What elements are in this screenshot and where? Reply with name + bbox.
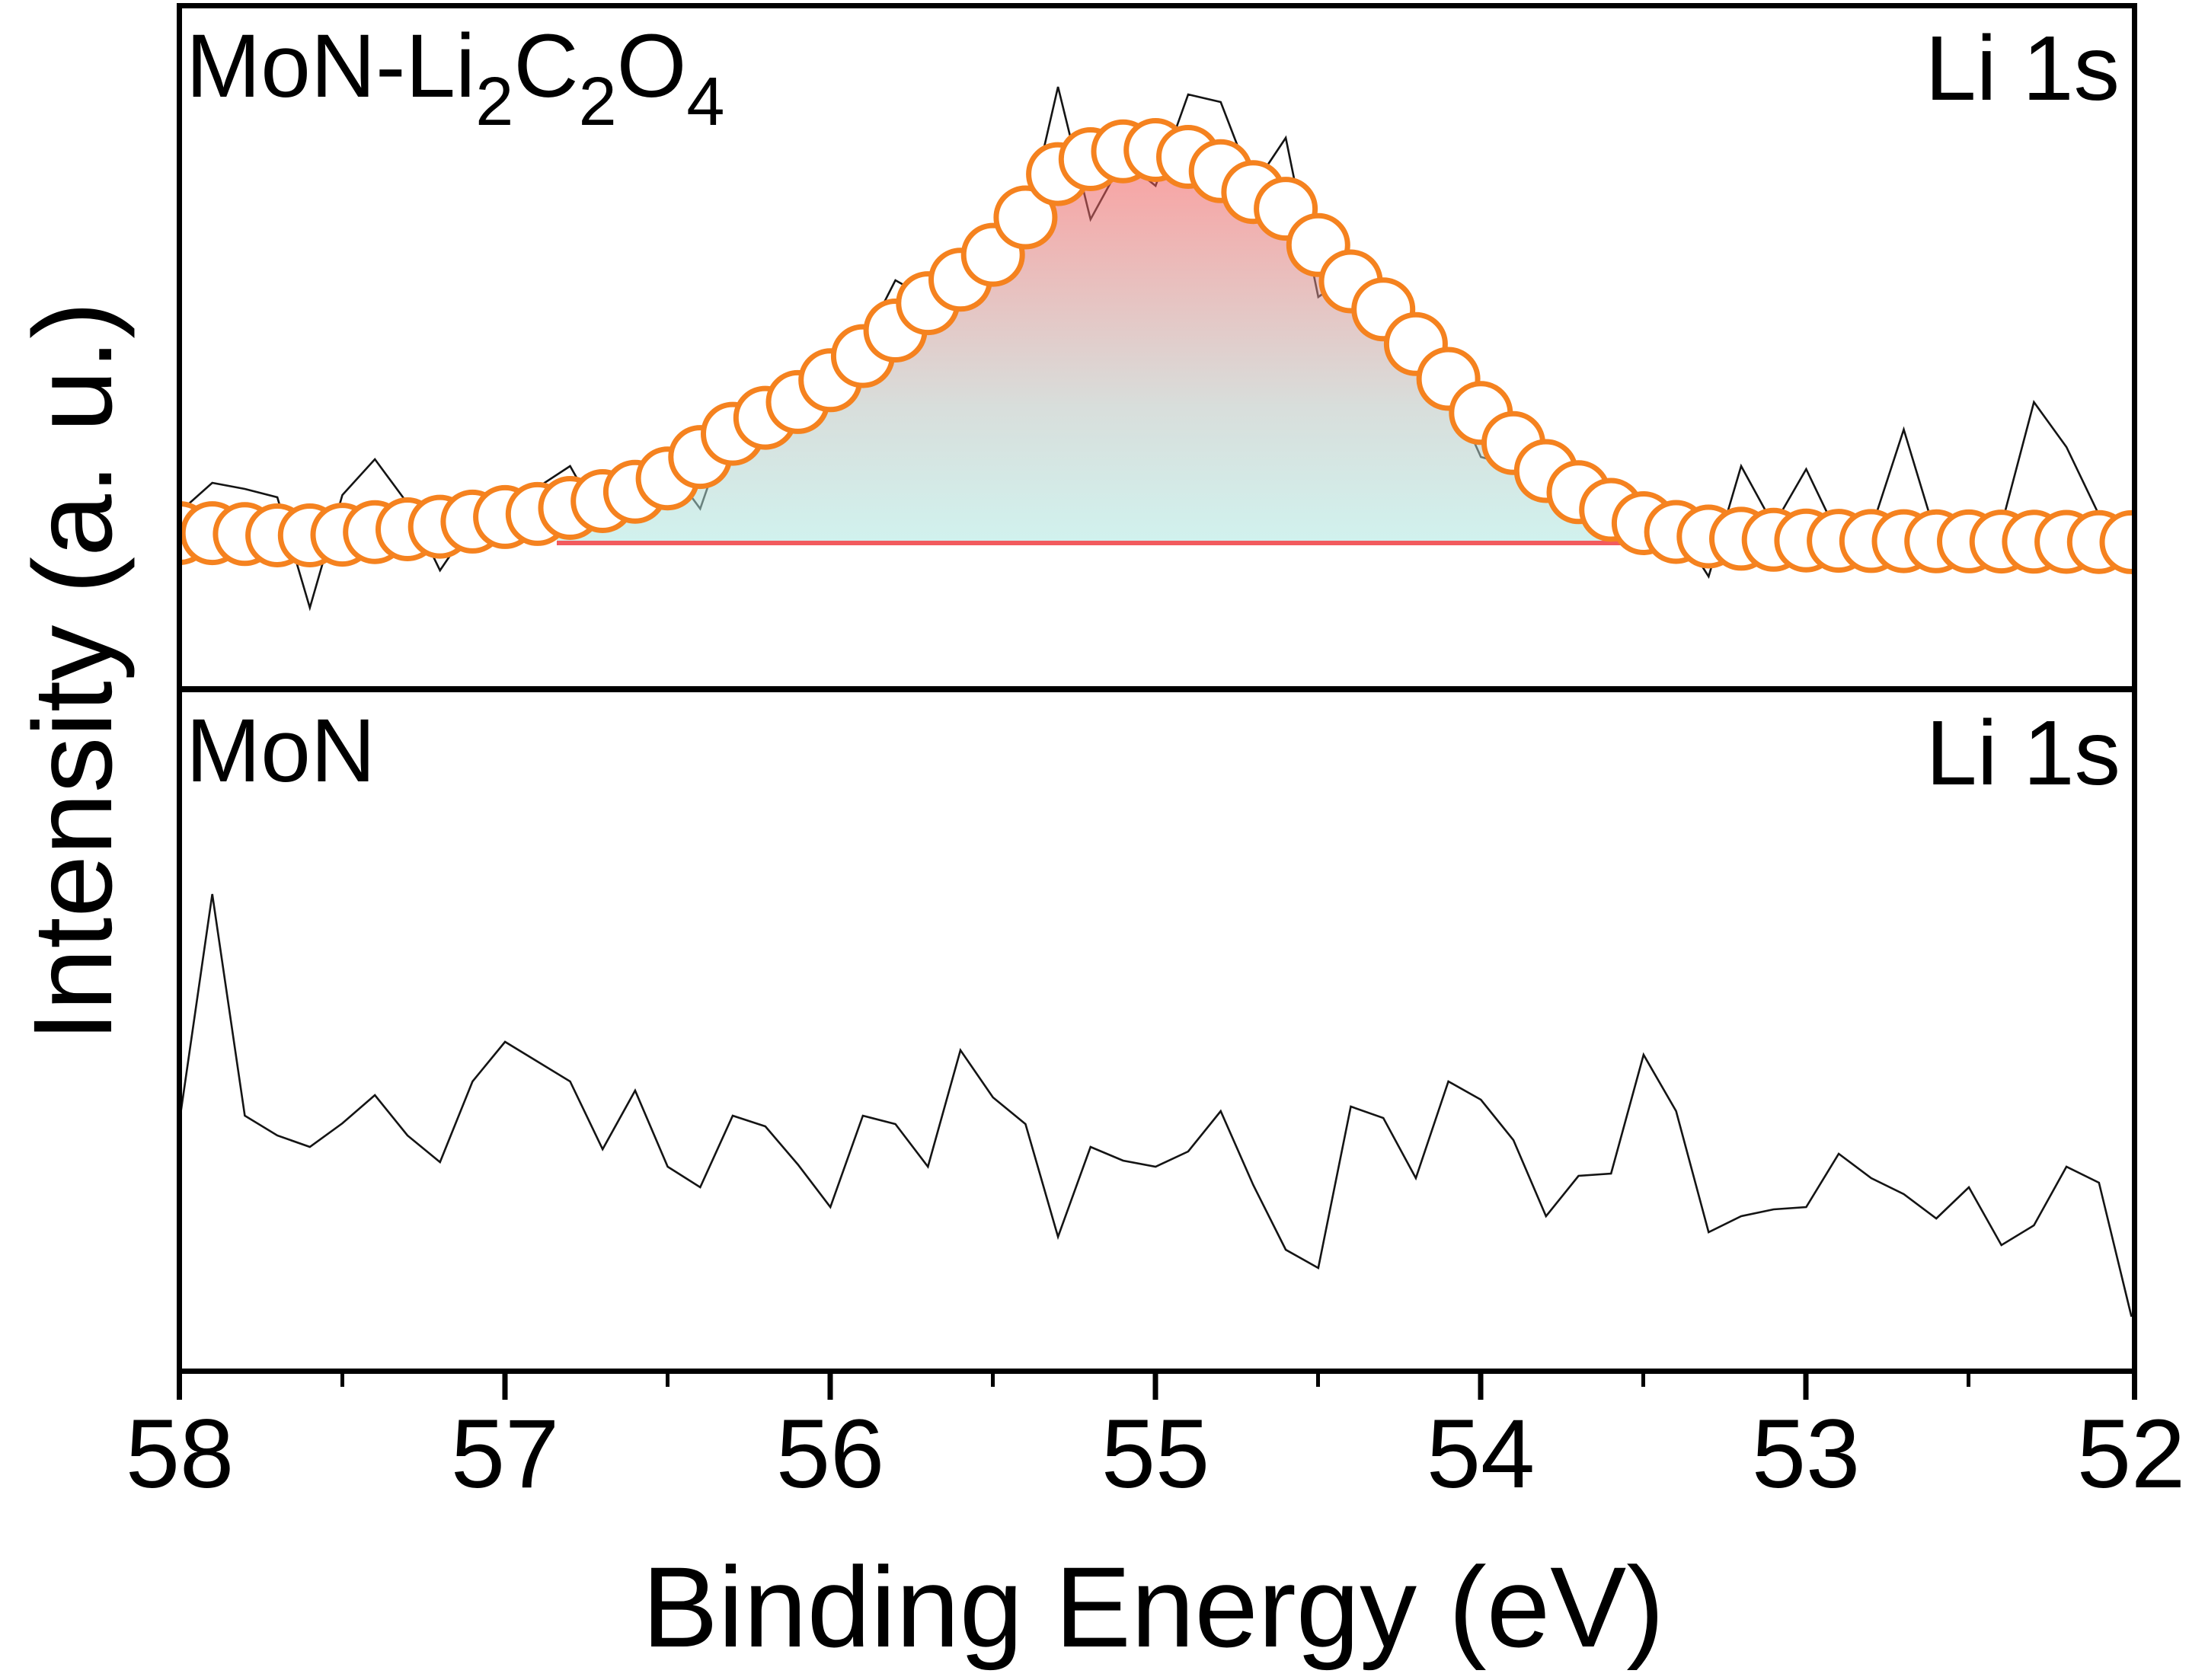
svg-text:Li 1s: Li 1s	[1925, 16, 2120, 120]
svg-text:57: 57	[451, 1400, 559, 1509]
svg-text:53: 53	[1752, 1400, 1860, 1509]
svg-text:Binding Energy (eV): Binding Energy (eV)	[642, 1543, 1664, 1671]
svg-text:Li 1s: Li 1s	[1925, 701, 2120, 804]
svg-text:MoN: MoN	[186, 701, 375, 801]
svg-text:54: 54	[1427, 1400, 1535, 1509]
svg-text:Intensity (a. u.): Intensity (a. u.)	[11, 302, 136, 1042]
svg-text:56: 56	[776, 1400, 884, 1509]
svg-text:52: 52	[2077, 1400, 2185, 1509]
svg-text:55: 55	[1101, 1400, 1210, 1509]
svg-text:58: 58	[126, 1400, 234, 1509]
